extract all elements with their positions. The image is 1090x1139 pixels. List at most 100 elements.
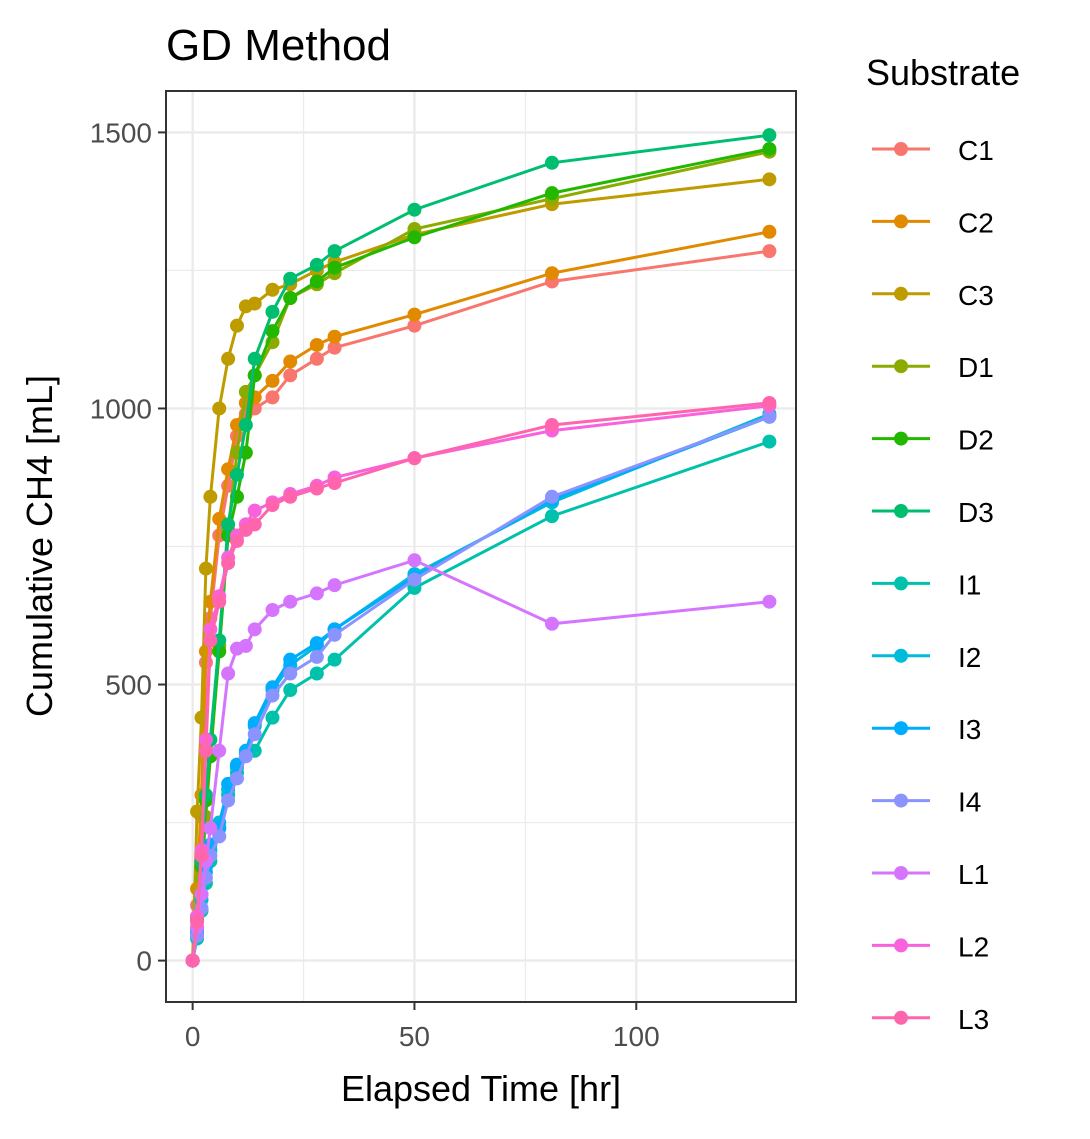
legend-item: L2	[872, 931, 989, 962]
data-point	[229, 771, 244, 786]
legend-label: L2	[958, 931, 989, 962]
x-tick-label: 100	[613, 1021, 660, 1052]
data-point	[327, 260, 342, 275]
data-point	[283, 683, 298, 698]
legend-item: L3	[872, 1004, 989, 1035]
data-point	[309, 586, 324, 601]
y-tick-label: 500	[105, 670, 152, 701]
legend-key-point	[894, 576, 908, 591]
legend-label: D1	[958, 352, 994, 383]
legend-label: C2	[958, 207, 994, 238]
data-point	[309, 274, 324, 289]
x-axis-label: Elapsed Time [hr]	[341, 1068, 621, 1109]
x-tick-label: 50	[399, 1021, 430, 1052]
data-point	[247, 296, 262, 311]
legend-key-point	[894, 359, 908, 374]
data-point	[544, 186, 559, 201]
data-point	[190, 914, 205, 929]
data-point	[265, 282, 280, 297]
y-axis-label: Cumulative CH4 [mL]	[19, 375, 60, 717]
data-point	[309, 337, 324, 352]
data-point	[203, 633, 218, 648]
data-point	[229, 467, 244, 482]
y-tick-label: 1500	[90, 117, 152, 148]
data-point	[265, 710, 280, 725]
data-point	[283, 666, 298, 681]
data-point	[407, 553, 422, 568]
data-point	[544, 266, 559, 281]
data-point	[309, 257, 324, 272]
legend-label: D2	[958, 425, 994, 456]
data-point	[212, 594, 227, 609]
chart-title: GD Method	[166, 21, 391, 70]
data-point	[247, 622, 262, 637]
data-point	[265, 324, 280, 339]
data-point	[762, 128, 777, 143]
data-point	[327, 329, 342, 344]
data-point	[265, 688, 280, 703]
legend-label: I1	[958, 569, 981, 600]
data-point	[327, 476, 342, 491]
legend-key-point	[894, 214, 908, 229]
data-point	[309, 481, 324, 496]
data-point	[265, 498, 280, 513]
legend-label: C3	[958, 280, 994, 311]
data-point	[221, 793, 236, 808]
data-point	[544, 489, 559, 504]
legend-key-point	[894, 648, 908, 663]
y-tick-label: 1000	[90, 393, 152, 424]
data-point	[762, 409, 777, 424]
data-point	[309, 649, 324, 664]
legend-title: Substrate	[866, 52, 1020, 93]
data-point	[247, 727, 262, 742]
data-point	[185, 953, 200, 968]
data-point	[247, 368, 262, 383]
legend-key-point	[894, 431, 908, 446]
data-point	[194, 887, 209, 902]
legend-item: D3	[872, 497, 994, 528]
legend-key-point	[894, 793, 908, 808]
legend-item: I3	[872, 714, 981, 745]
data-point	[407, 202, 422, 217]
data-point	[407, 572, 422, 587]
data-point	[283, 489, 298, 504]
legend-item: C2	[872, 207, 994, 238]
data-point	[283, 291, 298, 306]
data-point	[229, 318, 244, 333]
data-point	[283, 594, 298, 609]
data-point	[212, 829, 227, 844]
data-point	[229, 533, 244, 548]
legend-label: I3	[958, 714, 981, 745]
legend-key-point	[894, 142, 908, 156]
data-point	[544, 509, 559, 524]
data-point	[762, 244, 777, 259]
data-point	[407, 451, 422, 466]
legend-label: C1	[958, 135, 994, 166]
data-point	[265, 602, 280, 617]
data-point	[544, 155, 559, 170]
series-l3	[185, 395, 777, 968]
data-point	[283, 368, 298, 383]
legend-key-point	[894, 721, 908, 736]
legend-label: I4	[958, 787, 981, 818]
legend-item: I2	[872, 642, 981, 673]
data-point	[283, 652, 298, 667]
series-layer	[185, 128, 777, 968]
data-point	[247, 351, 262, 366]
legend: C1 C2 C3 D1 D2 D3 I1 I2 I3 I4 L1 L2 L3	[872, 135, 994, 1035]
data-point	[283, 354, 298, 369]
legend-label: L1	[958, 859, 989, 890]
data-point	[265, 304, 280, 319]
data-point	[309, 351, 324, 366]
data-point	[265, 373, 280, 388]
data-point	[221, 666, 236, 681]
data-point	[407, 230, 422, 245]
data-point	[283, 271, 298, 286]
legend-item: L1	[872, 859, 989, 890]
data-point	[762, 594, 777, 609]
data-point	[309, 666, 324, 681]
data-point	[762, 224, 777, 239]
data-point	[203, 489, 218, 504]
